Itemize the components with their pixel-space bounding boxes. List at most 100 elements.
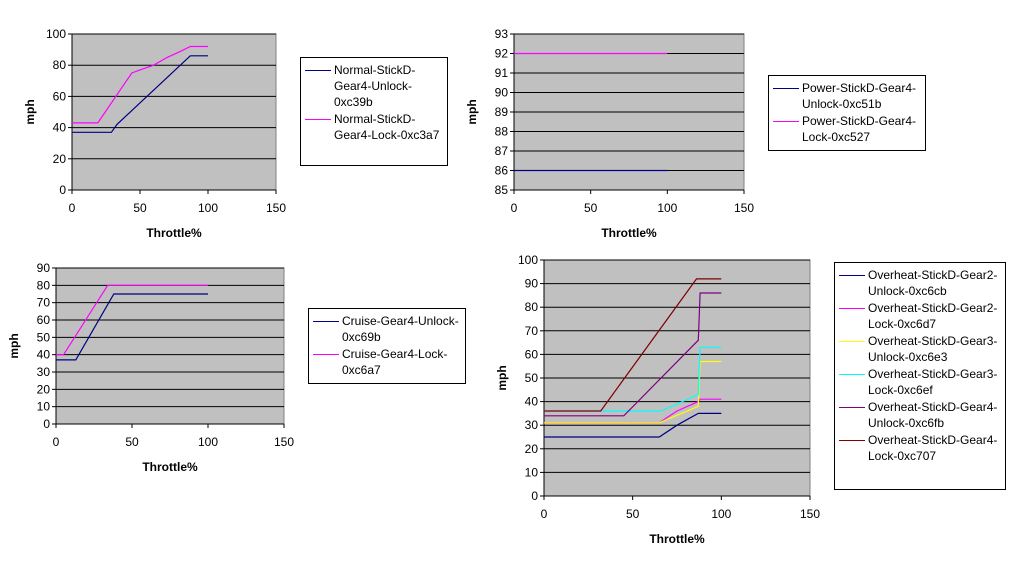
y-tick-label: 90 [525,277,539,291]
legend-label: Normal-​StickD-​Gear4-​Unlock-​0xc39b [334,63,416,109]
x-axis-label: Throttle% [142,460,198,474]
legend-label: Overheat-​StickD-​Gear4-​Unlock-​0xc6fb [868,400,998,430]
x-tick-label: 100 [198,435,218,449]
x-tick-label: 0 [511,201,518,215]
x-tick-label: 150 [274,435,294,449]
legend-swatch [305,70,331,71]
y-axis-label: mph [495,365,509,390]
plot-area [71,33,277,191]
series-line [544,412,722,438]
legend-item: Cruise-​Gear4-​Lock-​0xc6a7 [313,346,461,378]
x-tick-label: 50 [125,435,139,449]
legend-item: Cruise-​Gear4-​Unlock-​0xc69b [313,313,461,345]
y-tick-label: 40 [53,121,67,135]
legend-swatch [839,374,865,375]
legend-swatch [839,275,865,276]
y-tick-label: 60 [525,347,539,361]
y-axis-label: mph [465,99,479,124]
x-tick-label: 100 [657,201,677,215]
series-line [72,45,208,124]
y-axis-label: mph [7,333,21,358]
legend-item: Overheat-​StickD-​Gear2-​Unlock-​0xc6cb [839,267,1001,299]
legend-item: Power-​StickD-​Gear4-​Lock-​0xc527 [773,113,921,145]
legend-item: Normal-​StickD-​Gear4-​Unlock-​0xc39b [305,62,443,110]
y-tick-label: 20 [53,152,67,166]
legend-swatch [839,440,865,441]
y-tick-label: 40 [37,348,51,362]
legend-item: Overheat-​StickD-​Gear3-​Unlock-​0xc6e3 [839,333,1001,365]
legend-item: Normal-​StickD-​Gear4-​Lock-​0xc3a7 [305,111,443,143]
y-tick-label: 0 [43,417,50,431]
plot-area [55,267,285,425]
x-tick-label: 100 [711,507,731,521]
y-tick-label: 86 [495,164,509,178]
y-tick-label: 10 [525,465,539,479]
y-tick-label: 100 [46,27,66,41]
legend-item: Overheat-​StickD-​Gear2-​Lock-​0xc6d7 [839,300,1001,332]
chart-4: 0 10 20 30 40 50 60 70 80 90 100 0 50 100 150 Throttle%… [495,253,820,546]
y-axis-label: mph [23,99,37,124]
y-tick-label: 89 [495,105,509,119]
chart-1: 0 20 40 60 80 100 0 50 100 150 Throttle% mph [23,27,286,240]
series-line [72,55,208,133]
x-tick-label: 0 [69,201,76,215]
legend-swatch [313,354,339,355]
x-tick-label: 150 [800,507,820,521]
legend: Overheat-​StickD-​Gear2-​Unlock-​0xc6cb O… [834,262,1006,490]
legend-swatch [773,88,799,89]
x-tick-label: 50 [133,201,147,215]
y-tick-label: 20 [37,382,51,396]
x-axis-label: Throttle% [601,226,657,240]
legend-label: Overheat-​StickD-​Gear3-​Unlock-​0xc6e3 [868,334,998,364]
legend-item: Overheat-​StickD-​Gear4-​Unlock-​0xc6fb [839,399,1001,431]
legend-item: Overheat-​StickD-​Gear4-​Lock-​0xc707 [839,432,1001,464]
legend-label: Power-​StickD-​Gear4-​Lock-​0xc527 [802,114,917,144]
chart-2: 85 86 87 88 89 90 91 92 93 0 50 100 150 Throttle% mph [465,27,754,240]
y-tick-label: 40 [525,395,539,409]
y-tick-label: 50 [37,330,51,344]
legend-swatch [773,121,799,122]
x-tick-label: 50 [584,201,598,215]
series-line [544,346,722,412]
y-tick-label: 30 [525,418,539,432]
legend-swatch [839,308,865,309]
legend-swatch [839,407,865,408]
legend-label: Normal-​StickD-​Gear4-​Lock-​0xc3a7 [334,112,440,142]
y-tick-label: 88 [495,125,509,139]
y-tick-label: 80 [53,58,67,72]
y-tick-label: 0 [531,489,538,503]
y-tick-label: 93 [495,27,509,41]
legend-label: Overheat-​StickD-​Gear4-​Lock-​0xc707 [868,433,998,463]
y-tick-label: 50 [525,371,539,385]
y-tick-label: 87 [495,144,509,158]
y-tick-label: 10 [37,400,51,414]
series-line [544,360,722,424]
y-tick-label: 70 [37,296,51,310]
legend: Cruise-​Gear4-​Unlock-​0xc69b Cruise-​Gea… [308,308,466,384]
series-line [56,284,208,356]
legend-swatch [313,321,339,322]
y-tick-label: 92 [495,47,509,61]
legend-item: Power-​StickD-​Gear4-​Unlock-​0xc51b [773,80,921,112]
legend-label: Cruise-​Gear4-​Lock-​0xc6a7 [342,347,448,377]
legend-label: Overheat-​StickD-​Gear2-​Unlock-​0xc6cb [868,268,998,298]
y-tick-label: 60 [37,313,51,327]
legend-item: Overheat-​StickD-​Gear3-​Lock-​0xc6ef [839,366,1001,398]
y-tick-label: 80 [37,278,51,292]
legend-label: Power-​StickD-​Gear4-​Unlock-​0xc51b [802,81,917,111]
x-tick-label: 150 [266,201,286,215]
y-tick-label: 91 [495,66,509,80]
x-tick-label: 50 [626,507,640,521]
x-axis-label: Throttle% [146,226,202,240]
x-tick-label: 0 [541,507,548,521]
y-tick-label: 60 [53,89,67,103]
x-axis-label: Throttle% [649,532,705,546]
series-line [544,292,722,417]
y-tick-label: 30 [37,365,51,379]
y-tick-label: 100 [518,253,538,267]
y-tick-label: 20 [525,442,539,456]
legend-swatch [305,119,331,120]
legend-label: Overheat-​StickD-​Gear3-​Lock-​0xc6ef [868,367,998,397]
legend-label: Cruise-​Gear4-​Unlock-​0xc69b [342,314,459,344]
